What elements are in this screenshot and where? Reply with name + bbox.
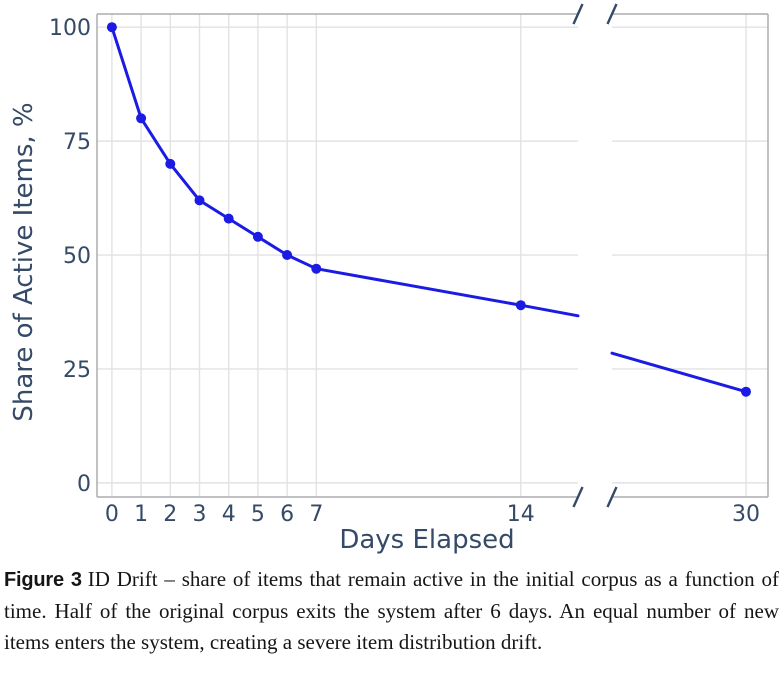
- y-tick-label: 25: [63, 358, 91, 383]
- data-point: [282, 250, 293, 260]
- y-tick-label: 75: [63, 130, 91, 155]
- x-tick-label: 7: [309, 502, 323, 527]
- y-axis-title: Share of Active Items, %: [9, 102, 39, 421]
- y-tick-label: 50: [63, 244, 91, 269]
- axis-break-mark: [572, 3, 584, 25]
- axis-break-mark: [572, 486, 584, 508]
- x-tick-label: 4: [222, 502, 236, 527]
- figure-caption-text: ID Drift – share of items that remain ac…: [4, 567, 779, 654]
- x-tick-label: 6: [280, 502, 294, 527]
- x-tick-label: 14: [507, 502, 535, 527]
- data-point: [515, 300, 526, 311]
- trend-line: [110, 25, 580, 318]
- x-tick-label: 1: [134, 502, 148, 527]
- x-tick-label: 2: [163, 502, 177, 527]
- x-tick-label: 30: [732, 502, 760, 527]
- data-point: [311, 263, 322, 274]
- axis-break-mark: [606, 486, 618, 508]
- data-point: [741, 386, 751, 397]
- x-axis-title: Days Elapsed: [339, 525, 514, 555]
- figure-caption: Figure 3 ID Drift – share of items that r…: [4, 564, 779, 658]
- data-point: [223, 213, 234, 224]
- x-tick-label: 5: [251, 502, 265, 527]
- data-point: [252, 231, 263, 242]
- data-point: [165, 158, 176, 169]
- figure-caption-label: Figure 3: [4, 569, 82, 591]
- y-tick-label: 0: [77, 472, 91, 497]
- axis-break-mark: [606, 3, 618, 25]
- y-tick-label: 100: [49, 16, 91, 41]
- trend-line: [610, 351, 748, 394]
- data-point: [136, 113, 147, 124]
- data-point: [106, 22, 117, 33]
- x-tick-label: 0: [105, 502, 119, 527]
- x-tick-label: 3: [193, 502, 207, 527]
- data-point: [194, 195, 205, 206]
